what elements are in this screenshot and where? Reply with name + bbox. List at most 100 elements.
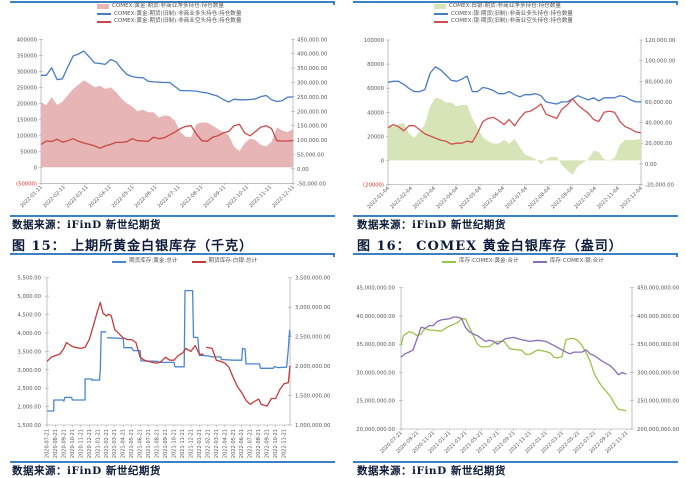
left-tick-label: 4,000.00: [17, 331, 41, 337]
left-tick-label: 300000: [17, 69, 38, 75]
series-line-2: [41, 50, 294, 103]
right-tick-label: 250,000,000.00: [637, 399, 680, 405]
left-tick-label: 100000: [17, 133, 38, 139]
left-tick-label: 350000: [17, 53, 38, 59]
chart-3: 1,500.00 2,000.00 2,500.00 3,000.00 3,500.00…: [17, 276, 331, 458]
right-tick-label: 100,000.00: [645, 59, 676, 65]
right-tick-label: -20,000.00: [645, 183, 674, 189]
series-line-2: [400, 316, 627, 376]
right-tick-label: 400,000.00: [297, 52, 328, 58]
x-tick-label: 2022-07-21: [248, 429, 254, 458]
x-tick-label: 2021-02-21: [104, 429, 110, 458]
right-tick-label: 1,000,000.00: [295, 423, 331, 429]
x-tick-label: 2022-11-04: [596, 186, 621, 211]
legend-swatch: [112, 260, 126, 263]
x-tick-label: 2022-02-04: [389, 186, 414, 211]
legend-label: COMEX:黄金:期货(旧制):非商业空头持仓:持仓数量: [114, 18, 242, 24]
x-tick-label: 2022-10-04: [573, 186, 598, 211]
panel-top-rule: [353, 253, 676, 255]
legend-label: COMEX:白银:期货:非商业净多持仓:持仓数量: [449, 3, 561, 9]
left-tick-label: 0: [34, 165, 38, 171]
x-tick-label: 2021-04-21: [121, 429, 127, 458]
legend-label: 期货库存:黄金:总计: [129, 258, 178, 264]
left-tick-label: 4,500.00: [17, 313, 41, 319]
rule-end-tick: [676, 253, 678, 257]
x-tick-label: 2022-06-04: [481, 186, 506, 211]
series-line-2: [46, 301, 204, 364]
x-tick-label: 2021-07-21: [146, 429, 152, 458]
x-tick-label: 2020-11-21: [78, 429, 84, 458]
series-line-1: [47, 331, 107, 412]
right-tick-label: 3,000,000.00: [295, 305, 331, 311]
right-tick-label: 1,500,000.00: [295, 394, 331, 400]
panel-bottom-rule: [10, 215, 335, 217]
x-tick-label: 2022-11-11: [248, 184, 273, 209]
legend-swatch: [434, 13, 448, 16]
x-tick-label: 2022-07-04: [504, 186, 529, 211]
left-tick-label: 0: [381, 158, 385, 164]
left-tick-label: (20000): [363, 183, 384, 189]
chart-1: (50000) 0 50000 100000 150000 200000 250000 300…: [16, 37, 328, 209]
chart4-legend: 库存:COMEX:黄金:合计 库存:COMEX:银:合计: [442, 258, 604, 266]
right-tick-label: 350,000,000.00: [637, 342, 680, 348]
chart1-legend: COMEX:黄金:期货:非商业净多持仓:持仓数量 COMEX:黄金:期货(旧制)…: [97, 3, 242, 26]
left-tick-label: 25,000,000.00: [356, 399, 395, 405]
left-tick-label: (50000): [16, 181, 37, 187]
right-tick-label: 200,000,000.00: [637, 427, 680, 433]
x-tick-label: 2022-01-11: [19, 184, 44, 209]
chart3-legend: 期货库存:黄金:总计 期货库存:白银:总计: [112, 258, 257, 266]
x-tick-label: 2022-05-21: [231, 429, 237, 458]
left-tick-label: 1,500.00: [17, 423, 41, 429]
panel-top-rule: [10, 1, 333, 3]
x-tick-label: 2022-05-04: [458, 186, 483, 211]
legend-label: 库存:COMEX:银:合计: [549, 258, 604, 264]
x-tick-label: 2020-12-21: [87, 429, 93, 458]
rule-end-tick: [676, 1, 678, 5]
series-line-3: [387, 98, 642, 145]
x-tick-label: 2022-09-04: [550, 186, 575, 211]
x-tick-label: 2022-02-11: [42, 184, 67, 209]
left-tick-label: 250000: [17, 85, 38, 91]
legend-swatch: [442, 260, 456, 263]
right-tick-label: 60,000.00: [645, 100, 673, 106]
panel-top-rule: [353, 1, 676, 3]
series-line-2: [387, 66, 641, 105]
x-tick-label: 2021-10-21: [172, 429, 178, 458]
x-tick-label: 2022-07-11: [157, 184, 182, 209]
x-tick-label: 2021-01-21: [95, 429, 101, 458]
x-tick-label: 2020-07-21: [45, 429, 51, 458]
left-tick-label: 20,000,000.00: [356, 427, 395, 433]
left-tick-label: 50000: [20, 149, 37, 155]
left-tick-label: 60000: [367, 86, 384, 92]
right-tick-label: 40,000.00: [645, 121, 673, 127]
series-line-2: [206, 346, 291, 407]
x-tick-label: 2020-08-21: [53, 429, 59, 458]
x-tick-label: 2020-09-21: [61, 429, 67, 458]
left-tick-label: 40,000,000.00: [356, 314, 395, 320]
right-tick-label: 0.00: [297, 167, 309, 173]
right-tick-label: 300,000,000.00: [637, 370, 680, 376]
legend-label: 期货库存:白银:总计: [208, 258, 258, 264]
x-tick-label: 2021-05-21: [129, 429, 135, 458]
panel-bottom-rule: [10, 461, 335, 463]
figure-caption: 图 16： COMEX 黄金白银库存（盎司）: [357, 239, 623, 254]
x-tick-label: 2022-06-21: [239, 429, 245, 458]
x-tick-label: 2021-08-21: [155, 429, 161, 458]
right-tick-label: 2,000,000.00: [295, 364, 331, 370]
x-tick-label: 2022-12-11: [271, 184, 296, 209]
chart-2: (20000) 0 20000 40000 60000 80000 100000 -20,00…: [363, 38, 676, 210]
data-source: 数据来源：iFinD 新世纪期货: [12, 465, 161, 477]
legend-label: COMEX:银:期货(旧制):非商业空头持仓:持仓数量: [451, 18, 573, 24]
left-tick-label: 3,500.00: [17, 349, 41, 355]
x-tick-label: 2022-03-11: [65, 184, 90, 209]
x-tick-label: 2022-04-04: [435, 186, 460, 211]
x-tick-label: 2021-03-21: [112, 429, 118, 458]
right-tick-label: 120,000.00: [645, 38, 676, 44]
legend-swatch: [97, 20, 111, 23]
x-tick-label: 2022-03-04: [412, 186, 437, 211]
series-line-1: [107, 289, 291, 369]
x-tick-label: 2022-08-11: [179, 184, 204, 209]
right-tick-label: 250,000.00: [297, 95, 328, 101]
series-line-1: [400, 318, 627, 412]
